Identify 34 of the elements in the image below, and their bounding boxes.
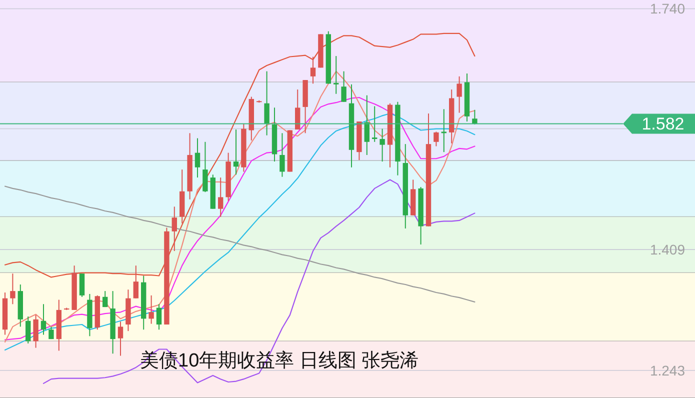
candlestick xyxy=(434,131,439,147)
candlestick xyxy=(118,321,124,356)
candlestick xyxy=(40,304,46,336)
candlestick xyxy=(233,129,239,176)
candlestick xyxy=(202,141,208,193)
line-series xyxy=(4,32,476,278)
line-series xyxy=(42,179,476,384)
candlestick xyxy=(372,106,378,142)
candlestick xyxy=(194,138,200,178)
candlestick xyxy=(10,273,16,305)
candlestick xyxy=(172,206,177,252)
candlestick xyxy=(133,265,138,299)
y-tick-label: 1.409 xyxy=(650,241,686,258)
ref-line-label: 1.582 xyxy=(642,114,684,134)
candlestick xyxy=(280,132,285,178)
candlestick xyxy=(33,314,38,348)
candlestick xyxy=(148,294,154,324)
candlestick xyxy=(79,273,85,298)
candlestick xyxy=(102,290,108,308)
candlestick xyxy=(456,76,462,114)
candlestick xyxy=(156,304,162,330)
candlestick xyxy=(264,70,270,136)
candlestick xyxy=(364,94,370,156)
candlestick xyxy=(48,326,54,340)
candlestick xyxy=(26,316,31,344)
candlestick xyxy=(341,70,346,102)
candlestick xyxy=(334,56,339,94)
candlestick xyxy=(380,128,385,162)
candlestick xyxy=(310,56,316,84)
candlestick xyxy=(441,108,446,153)
candlestick xyxy=(218,177,224,218)
y-tick-label: 1.243 xyxy=(650,362,686,378)
candlestick xyxy=(295,88,300,130)
y-tick-label: 1.740 xyxy=(650,0,686,17)
